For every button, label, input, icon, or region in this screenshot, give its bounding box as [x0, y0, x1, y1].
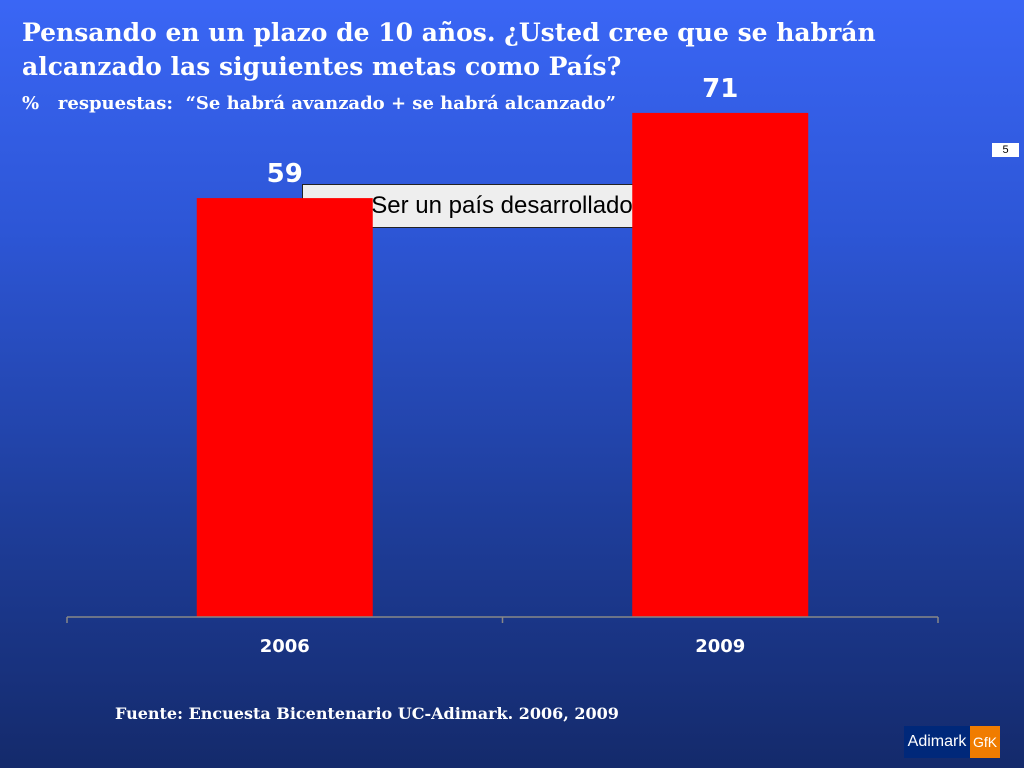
data-label-2006: 59	[267, 159, 303, 189]
logo-adimark: Adimark	[904, 726, 970, 758]
data-label-2009: 71	[702, 74, 738, 104]
logo-gfk: GfK	[970, 726, 1000, 758]
x-tick-label-2009: 2009	[695, 636, 745, 657]
slide-subtitle: % respuestas: “Se habrá avanzado + se ha…	[22, 93, 616, 114]
adimark-gfk-logo: Adimark GfK	[904, 726, 1000, 758]
page-number: 5	[992, 143, 1019, 157]
source-note: Fuente: Encuesta Bicentenario UC-Adimark…	[115, 704, 619, 723]
bar-2006	[196, 198, 373, 617]
x-tick-label-2006: 2006	[260, 636, 310, 657]
legend-label: Ser un país desarrollado	[371, 192, 633, 219]
slide-title: Pensando en un plazo de 10 años. ¿Usted …	[22, 18, 876, 81]
bar-2009	[632, 112, 809, 618]
chart-legend: Ser un país desarrollado	[302, 184, 680, 228]
